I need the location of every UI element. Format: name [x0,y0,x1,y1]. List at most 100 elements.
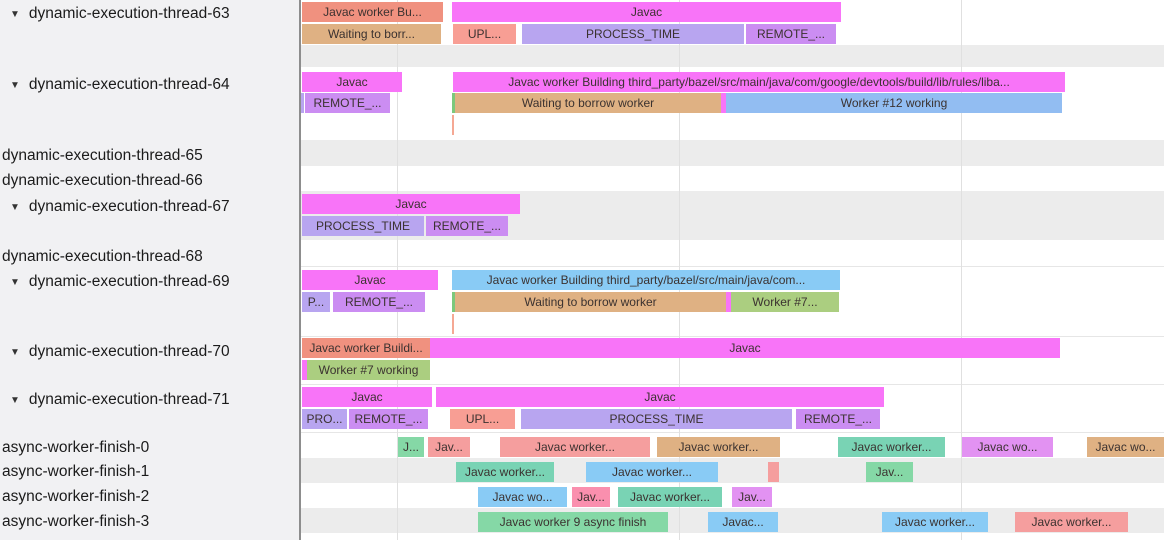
trace-event-bar[interactable]: PROCESS_TIME [521,409,792,429]
expand-triangle-icon[interactable]: ▼ [10,80,20,91]
trace-event-bar[interactable]: Javac [452,2,841,22]
trace-event-bar[interactable] [768,462,779,482]
expand-triangle-icon[interactable]: ▼ [10,202,20,213]
sidebar-item-dynamic-execution-thread-70[interactable]: ▼ dynamic-execution-thread-70 [10,341,230,363]
trace-event-bar[interactable]: Jav... [866,462,913,482]
trace-event-label: Waiting to borr... [328,27,415,41]
track-background-band [301,140,1164,166]
trace-event-bar[interactable] [726,292,731,312]
trace-event-bar[interactable]: Javac worker Bu... [302,2,443,22]
sidebar-item-dynamic-execution-thread-66[interactable]: dynamic-execution-thread-66 [2,170,203,192]
sidebar-item-async-worker-finish-1[interactable]: async-worker-finish-1 [2,461,149,483]
trace-event-label: P... [307,295,325,309]
trace-event-bar[interactable]: Javac wo... [962,437,1053,457]
trace-event-bar[interactable]: Javac [302,387,432,407]
trace-event-bar[interactable]: Jav... [732,487,772,507]
trace-event-label: Javac worker... [1031,515,1112,529]
trace-event-bar[interactable]: Javac worker... [657,437,780,457]
trace-event-bar[interactable] [302,360,307,380]
trace-event-bar[interactable]: UPL... [453,24,516,44]
trace-event-bar[interactable]: Javac worker 9 async finish [478,512,668,532]
trace-event-bar[interactable]: REMOTE_... [333,292,425,312]
trace-event-bar[interactable]: Javac... [708,512,778,532]
trace-event-bar[interactable]: Javac worker Buildi... [302,338,430,358]
trace-event-bar[interactable]: REMOTE_... [796,409,880,429]
trace-event-bar[interactable]: Javac worker Building third_party/bazel/… [452,270,840,290]
sidebar-item-dynamic-execution-thread-68[interactable]: dynamic-execution-thread-68 [2,246,203,268]
trace-event-bar[interactable]: REMOTE_... [426,216,508,236]
trace-event-bar[interactable]: Worker #12 working [726,93,1062,113]
trace-event-label: Jav... [577,490,605,504]
sidebar-item-async-worker-finish-2[interactable]: async-worker-finish-2 [2,486,149,508]
trace-event-label: Javac wo... [977,440,1038,454]
trace-event-bar[interactable]: Javac worker... [456,462,554,482]
sidebar-item-dynamic-execution-thread-67[interactable]: ▼ dynamic-execution-thread-67 [10,196,230,218]
trace-event-bar[interactable]: Jav... [428,437,470,457]
trace-event-bar[interactable]: REMOTE_... [746,24,836,44]
sidebar-item-dynamic-execution-thread-64[interactable]: ▼ dynamic-execution-thread-64 [10,74,230,96]
trace-event-bar[interactable] [452,314,454,334]
trace-event-bar[interactable]: Javac [302,270,438,290]
track-label: dynamic-execution-thread-66 [2,172,203,189]
trace-event-bar[interactable]: Javac worker... [586,462,718,482]
trace-event-bar[interactable]: Waiting to borrow worker [455,93,721,113]
trace-event-label: Waiting to borrow worker [521,96,655,110]
trace-event-bar[interactable]: Javac worker... [1015,512,1128,532]
trace-event-bar[interactable]: PRO... [302,409,347,429]
trace-event-label: Jav... [875,465,904,479]
trace-event-bar[interactable]: Javac [436,387,884,407]
track-background-band [301,458,1164,483]
trace-event-bar[interactable]: PROCESS_TIME [522,24,744,44]
trace-event-bar[interactable]: Waiting to borrow worker [455,292,726,312]
time-gridline [961,0,962,540]
trace-event-bar[interactable]: PROCESS_TIME [302,216,424,236]
trace-event-bar[interactable]: Worker #7 working [307,360,430,380]
timeline-canvas[interactable]: Javac worker Bu... Javac Waiting to borr..… [301,0,1164,540]
trace-event-label: Jav... [738,490,766,504]
trace-event-bar[interactable]: Javac worker Building third_party/bazel/… [453,72,1065,92]
trace-event-bar[interactable]: J... [398,437,424,457]
trace-event-bar[interactable] [301,93,304,113]
trace-event-label: Javac [336,75,368,89]
track-separator [301,384,1164,385]
trace-event-bar[interactable]: Waiting to borr... [302,24,441,44]
sidebar-item-async-worker-finish-3[interactable]: async-worker-finish-3 [2,511,149,533]
trace-event-bar[interactable]: Jav... [572,487,610,507]
trace-event-bar[interactable]: P... [302,292,330,312]
trace-event-bar[interactable]: Javac worker... [618,487,722,507]
sidebar-item-dynamic-execution-thread-65[interactable]: dynamic-execution-thread-65 [2,145,203,167]
track-separator [301,336,1164,337]
sidebar-item-async-worker-finish-0[interactable]: async-worker-finish-0 [2,437,149,459]
trace-event-bar[interactable]: Javac [302,194,520,214]
trace-event-bar[interactable]: Javac wo... [1087,437,1164,457]
trace-event-bar[interactable] [452,93,455,113]
sidebar-item-dynamic-execution-thread-69[interactable]: ▼ dynamic-execution-thread-69 [10,271,230,293]
trace-event-label: Javac worker Buildi... [309,341,423,355]
trace-event-bar[interactable]: Worker #7... [731,292,839,312]
track-label: async-worker-finish-1 [2,463,150,480]
trace-event-bar[interactable] [452,292,455,312]
trace-event-label: Jav... [435,440,463,454]
trace-event-label: Worker #7 working [318,363,419,377]
trace-event-bar[interactable]: REMOTE_... [349,409,428,429]
track-label: async-worker-finish-3 [2,513,150,530]
trace-event-bar[interactable] [452,115,454,135]
expand-triangle-icon[interactable]: ▼ [10,347,20,358]
trace-event-bar[interactable]: Javac wo... [478,487,567,507]
trace-event-bar[interactable]: Javac worker... [882,512,988,532]
trace-event-bar[interactable]: Javac [302,72,402,92]
sidebar-item-dynamic-execution-thread-63[interactable]: ▼ dynamic-execution-thread-63 [10,3,230,25]
trace-event-label: Javac worker Bu... [323,5,422,19]
expand-triangle-icon[interactable]: ▼ [10,395,20,406]
trace-event-label: Javac worker... [464,465,546,479]
expand-triangle-icon[interactable]: ▼ [10,9,20,20]
trace-event-bar[interactable]: Javac worker... [500,437,650,457]
expand-triangle-icon[interactable]: ▼ [10,277,20,288]
trace-event-bar[interactable]: UPL... [450,409,515,429]
trace-event-bar[interactable] [721,93,726,113]
trace-event-bar[interactable]: REMOTE_... [305,93,390,113]
trace-event-bar[interactable]: Javac worker... [838,437,945,457]
sidebar-item-dynamic-execution-thread-71[interactable]: ▼ dynamic-execution-thread-71 [10,389,230,411]
trace-event-bar[interactable]: Javac [430,338,1060,358]
track-label: dynamic-execution-thread-68 [2,248,203,265]
